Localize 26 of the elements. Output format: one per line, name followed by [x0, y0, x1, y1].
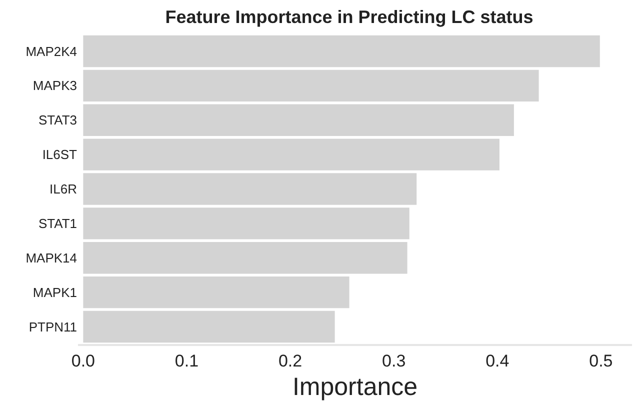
bar — [83, 104, 514, 136]
y-tick-label: MAPK14 — [26, 250, 77, 266]
x-tick-label: 0.1 — [174, 351, 199, 370]
x-tick-label: 0.2 — [278, 351, 302, 370]
y-tick-label: IL6ST — [42, 147, 78, 162]
bar — [83, 310, 335, 343]
bar — [83, 208, 410, 240]
bar — [83, 276, 350, 308]
bar — [83, 242, 408, 274]
bar — [83, 138, 500, 170]
y-tick-label: MAP2K4 — [26, 44, 77, 59]
x-tick-label: 0.3 — [382, 351, 406, 370]
y-tick-label: MAPK3 — [32, 78, 77, 94]
chart-title: Feature Importance in Predicting LC status — [165, 6, 534, 27]
y-tick-label: PTPN11 — [28, 319, 77, 334]
x-tick-label: 0.4 — [486, 351, 510, 370]
x-axis-title: Importance — [292, 372, 418, 401]
y-tick-label: STAT3 — [38, 112, 77, 128]
y-tick-label: MAPK1 — [32, 284, 77, 300]
y-tick-label: IL6R — [50, 182, 77, 197]
y-tick-label: STAT1 — [38, 216, 77, 231]
bar — [83, 35, 600, 68]
bar — [83, 70, 539, 102]
x-tick-label: 0.0 — [71, 351, 95, 370]
bar — [83, 173, 417, 205]
x-tick-label: 0.5 — [589, 351, 613, 370]
